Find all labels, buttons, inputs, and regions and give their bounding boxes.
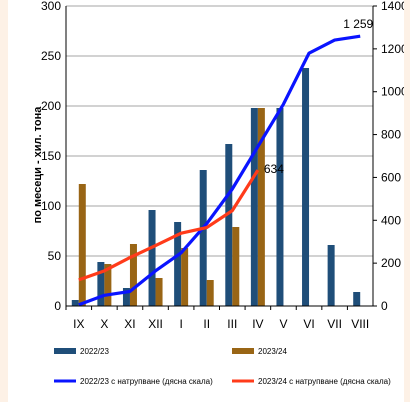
chart: 0 50 100 150 200 250 300 0 200 400 600 800 1000 1200 1… — [32, 0, 404, 386]
bar-202324 — [129, 244, 137, 306]
bar-202324 — [206, 280, 214, 306]
bar-202324 — [257, 108, 265, 306]
y2-tick-label: 1200 — [381, 42, 404, 56]
bar-202324 — [181, 248, 189, 306]
y2-tick-label: 0 — [381, 299, 388, 313]
bar-202223 — [225, 144, 233, 306]
y-tick-label: 150 — [41, 149, 61, 163]
y-tick-label: 0 — [54, 299, 61, 313]
x-tick-label: XII — [148, 317, 163, 331]
bar-202324 — [78, 184, 86, 306]
y2-tick-label: 1000 — [381, 85, 404, 99]
y-tick-label: 50 — [48, 249, 62, 263]
bar-202223 — [353, 292, 361, 306]
y-tick-label: 300 — [41, 0, 61, 13]
y2-tick-label: 200 — [381, 256, 401, 270]
x-tick-label: I — [179, 317, 182, 331]
bar-202223 — [199, 170, 207, 306]
bar-202324 — [155, 278, 163, 306]
y-tick-label: 250 — [41, 49, 61, 63]
bar-202324 — [232, 227, 240, 306]
bar-202223 — [250, 108, 258, 306]
bar-202223 — [71, 300, 79, 306]
x-tick-label: V — [279, 317, 287, 331]
bar-202223 — [122, 288, 130, 306]
bar-202223 — [174, 222, 182, 306]
x-tick-label: XI — [124, 317, 135, 331]
legend-swatch — [54, 348, 76, 354]
bars — [71, 68, 361, 306]
legend-label: 2022/23 с натрупване (дясна скала) — [80, 377, 213, 386]
chart-panel: 0 50 100 150 200 250 300 0 200 400 600 800 1000 1200 1… — [8, 0, 404, 402]
x-tick-label: X — [100, 317, 108, 331]
x-tick-label: II — [203, 317, 210, 331]
data-label: 634 — [264, 162, 284, 176]
legend-swatch — [232, 348, 254, 354]
y-tick-label: 100 — [41, 199, 61, 213]
legend-label: 2023/24 с натрупване (дясна скала) — [258, 377, 391, 386]
y-axis-label: по месеци - хил. тона — [32, 106, 44, 224]
y2-tick-label: 600 — [381, 170, 401, 184]
data-label: 1 259 — [343, 17, 373, 31]
bar-202223 — [327, 245, 335, 306]
x-tick-label: VII — [327, 317, 342, 331]
y2-tick-label: 400 — [381, 213, 401, 227]
legend: 2022/23 2023/24 2022/23 с натрупване (дясн… — [54, 347, 391, 386]
x-tick-label: VI — [303, 317, 314, 331]
x-tick-label: VIII — [351, 317, 369, 331]
y-tick-label: 200 — [41, 99, 61, 113]
legend-label: 2023/24 — [258, 347, 287, 356]
bar-202223 — [302, 68, 310, 306]
gridlines — [66, 5, 373, 257]
legend-label: 2022/23 — [80, 347, 109, 356]
bar-202324 — [104, 264, 112, 306]
line-2023-24-cumulative — [78, 169, 260, 282]
bar-202223 — [148, 210, 156, 306]
bar-202223 — [97, 262, 105, 306]
x-tick-label: IX — [73, 317, 84, 331]
x-tick-label: IV — [252, 317, 263, 331]
bar-202223 — [276, 108, 284, 306]
y2-tick-label: 800 — [381, 128, 401, 142]
y2-tick-label: 1400 — [381, 0, 404, 13]
axes: 0 50 100 150 200 250 300 0 200 400 600 800 1000 1200 1… — [41, 0, 404, 331]
x-tick-label: III — [227, 317, 237, 331]
data-labels: 1 259 634 — [264, 17, 374, 176]
line-2022-23-cumulative — [78, 34, 361, 307]
cumulative-lines — [78, 34, 361, 307]
